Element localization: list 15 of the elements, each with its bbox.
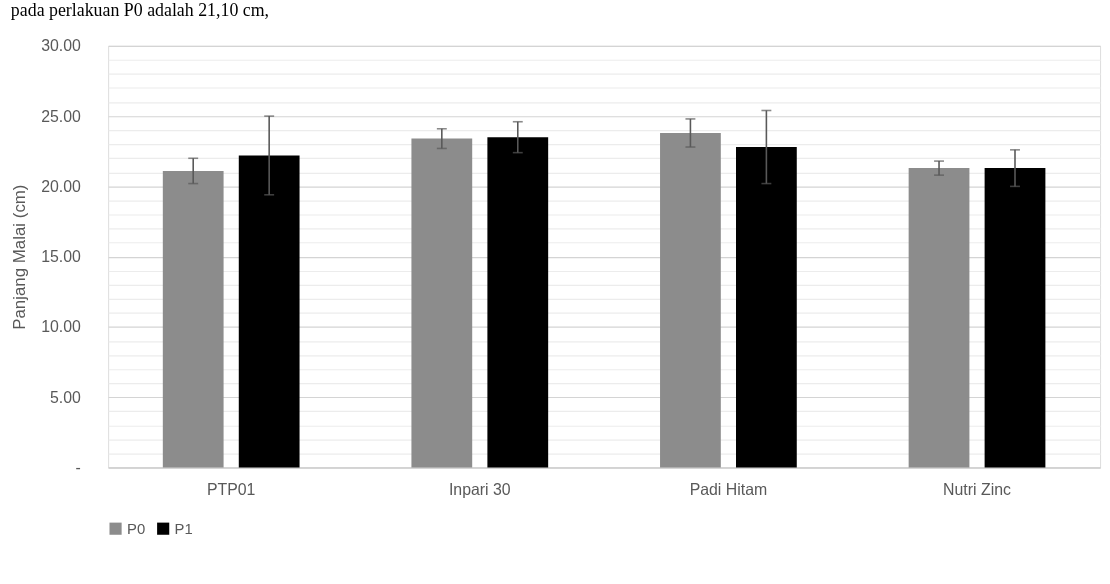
- legend-label: P0: [126, 520, 146, 537]
- y-tick-label: 5.00: [49, 388, 82, 406]
- x-tick-label: PTP01: [206, 480, 256, 498]
- text: pada perlakuan P0 adalah 21,10 cm,: [10, 0, 270, 21]
- y-tick-label: 30.00: [41, 37, 82, 55]
- x-tick-label: Padi Hitam: [689, 480, 768, 498]
- y-axis-title: Panjang Malai (cm): [10, 184, 30, 330]
- x-tick-label: Inpari 30: [448, 480, 511, 498]
- y-tick-label: -: [75, 458, 81, 476]
- y-tick-label: 15.00: [41, 248, 82, 266]
- legend-label: P1: [174, 520, 193, 537]
- y-tick-label: 25.00: [41, 107, 82, 125]
- y-tick-label: 10.00: [41, 318, 82, 336]
- y-tick-label: 20.00: [41, 177, 82, 195]
- x-tick-label: Nutri Zinc: [943, 480, 1012, 498]
